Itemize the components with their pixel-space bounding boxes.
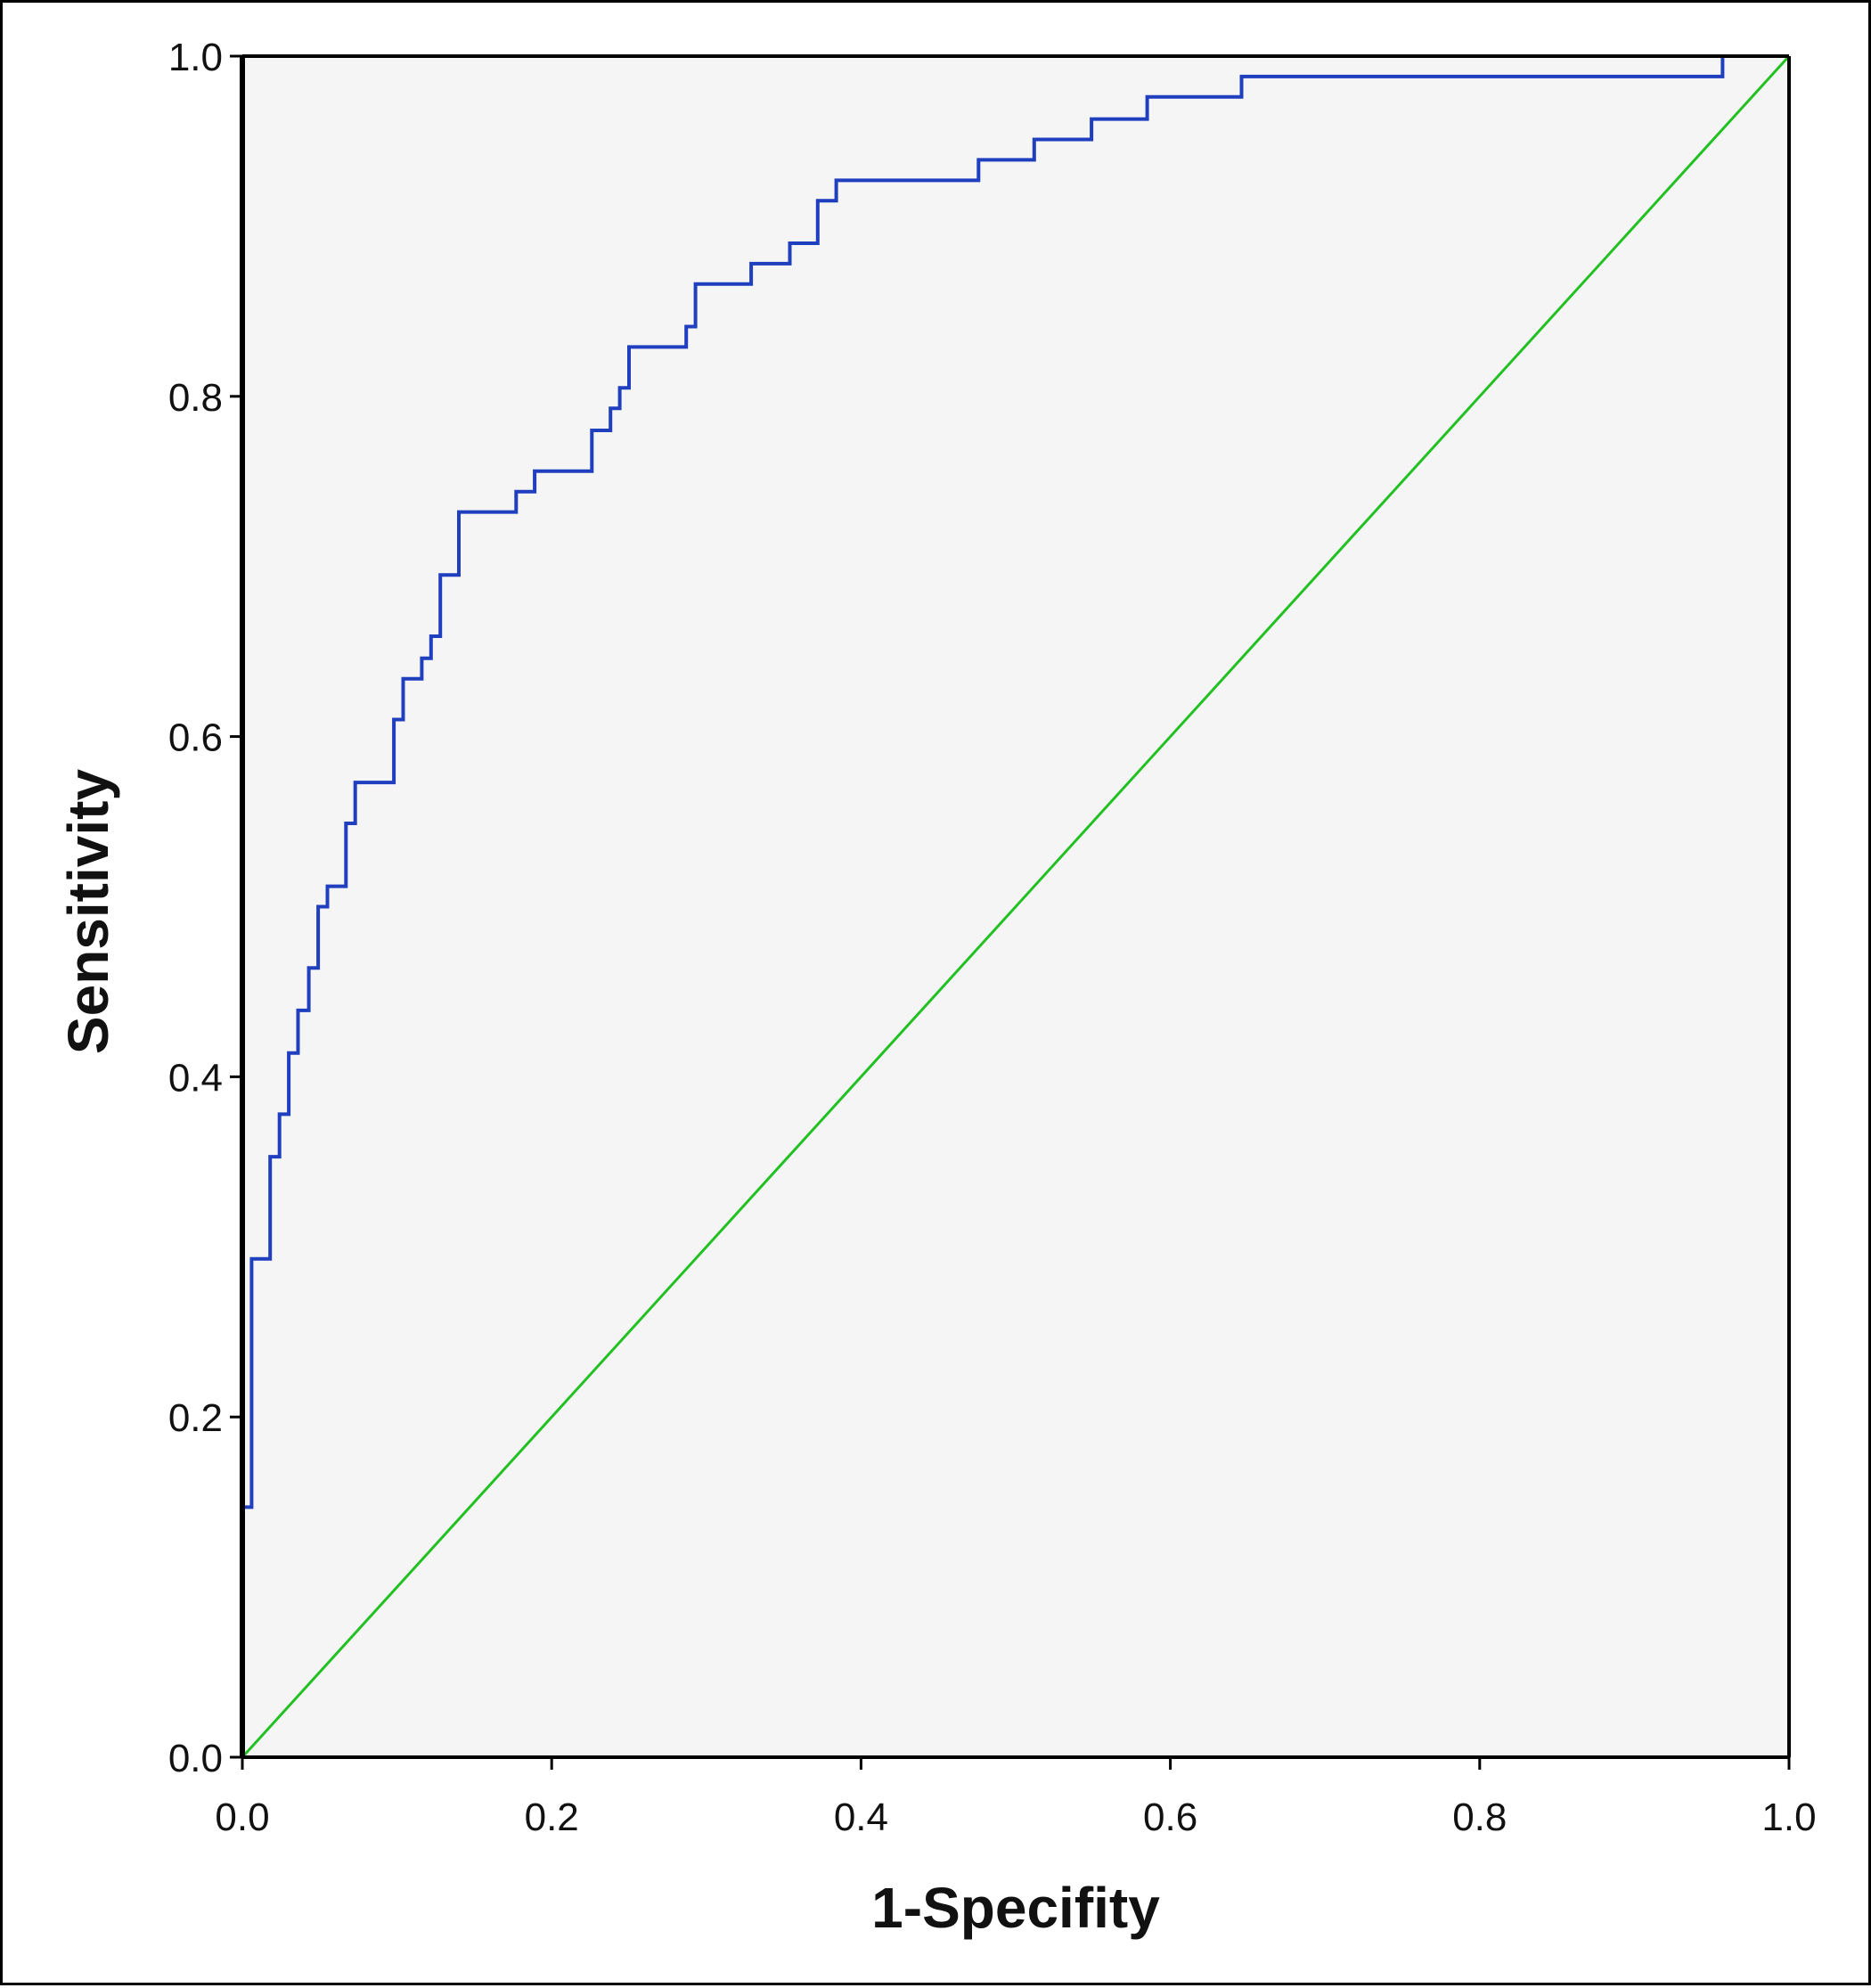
y-tick-label: 0.0 xyxy=(168,1737,223,1780)
x-tick-label: 0.4 xyxy=(834,1796,888,1839)
ticks-layer: 0.0 0.2 0.4 0.6 0.8 1.0 0.0 0.2 0.4 0.6 0.8 1.0 xyxy=(168,36,1817,1839)
y-tick-label: 0.4 xyxy=(168,1056,223,1100)
x-tick-label: 0.6 xyxy=(1143,1796,1197,1839)
reference-layer xyxy=(241,54,1791,1759)
y-axis-title: Sensitivity xyxy=(56,769,120,1055)
roc-chart: 0.0 0.2 0.4 0.6 0.8 1.0 0.0 0.2 0.4 0.6 0.8 1.0 1-S… xyxy=(56,36,1817,1940)
y-tick-label: 0.6 xyxy=(168,716,223,760)
x-tick-label: 1.0 xyxy=(1761,1796,1816,1839)
x-tick-label: 0.2 xyxy=(525,1796,579,1839)
reference-diagonal-line xyxy=(241,54,1791,1759)
y-tick-label: 0.2 xyxy=(168,1396,223,1440)
roc-curve-line xyxy=(241,54,1789,1757)
y-tick-label: 1.0 xyxy=(168,36,223,79)
x-tick-label: 0.8 xyxy=(1452,1796,1507,1839)
x-axis-title: 1-Specifity xyxy=(871,1876,1160,1940)
x-tick-label: 0.0 xyxy=(215,1796,269,1839)
y-tick-label: 0.8 xyxy=(168,376,223,420)
roc-layer xyxy=(241,54,1789,1757)
axes-layer xyxy=(240,54,1791,1759)
